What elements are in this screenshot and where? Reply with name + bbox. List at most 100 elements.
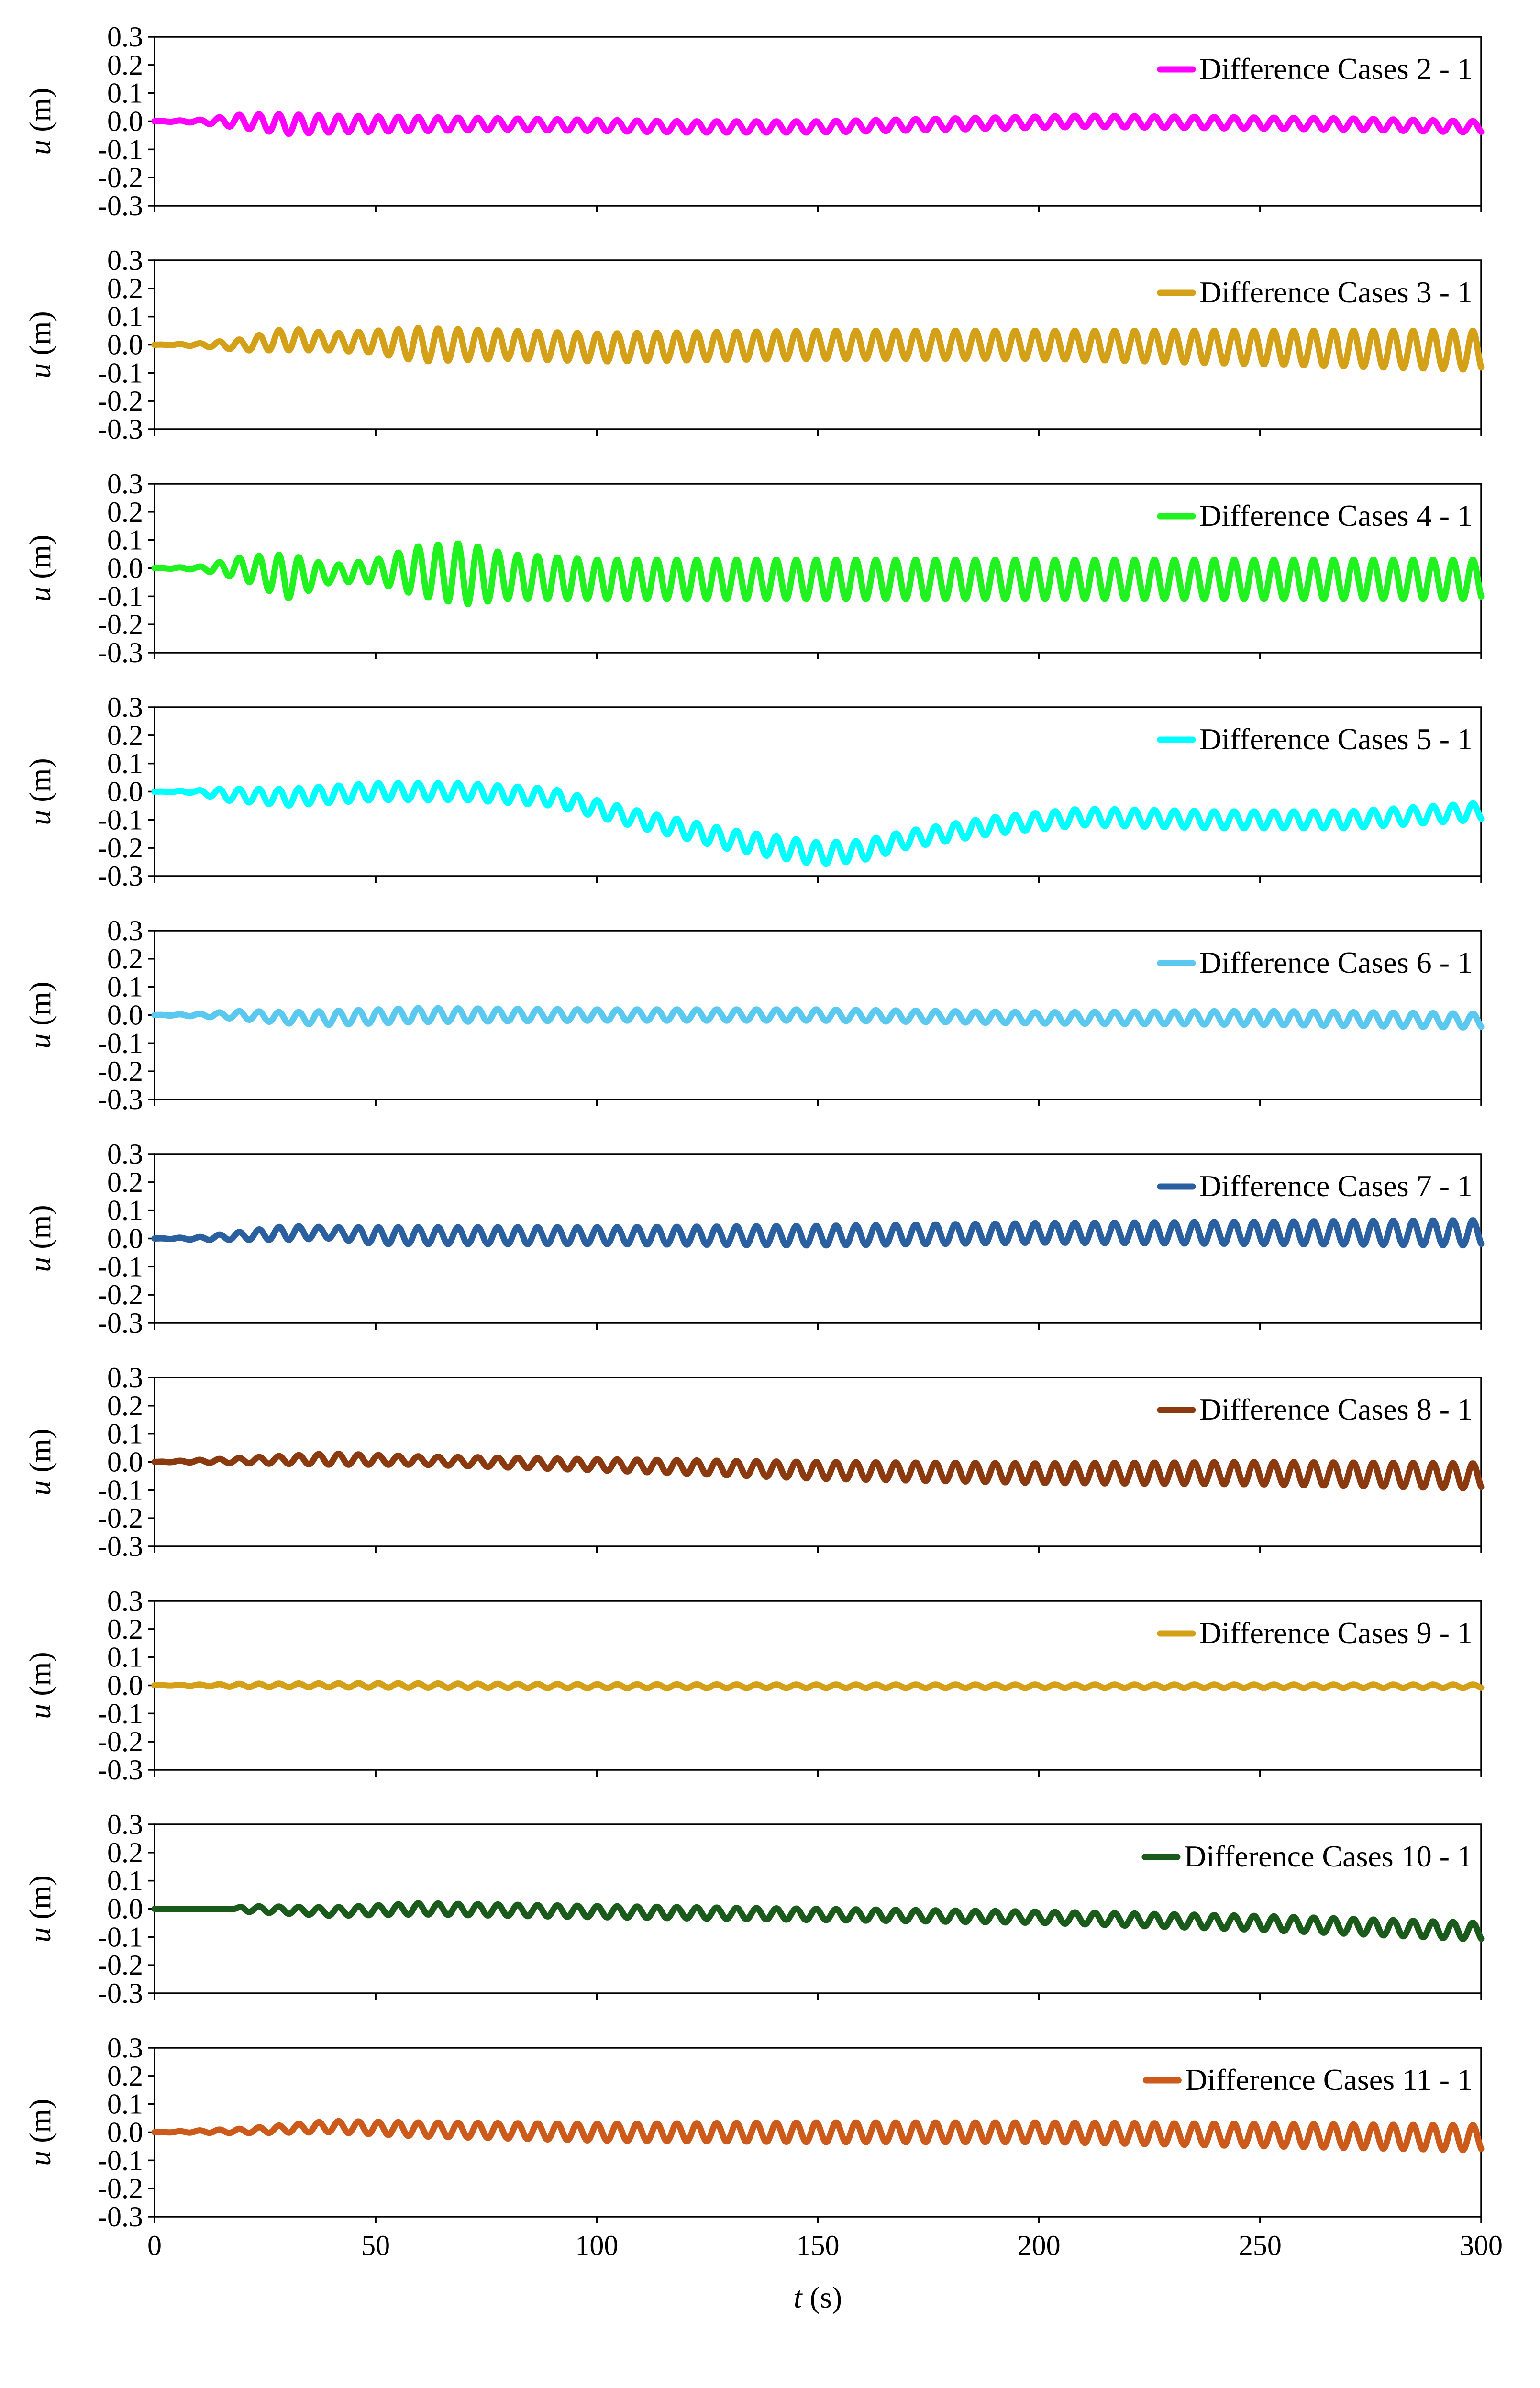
panel-5-y-axis-title: u (m) xyxy=(23,981,57,1048)
panel-7-y-tick-label: -0.1 xyxy=(98,1474,143,1506)
panel-9-legend-label: Difference Cases 10 - 1 xyxy=(1184,1839,1473,1873)
panel-1-series-line xyxy=(151,111,1485,137)
panel-6-y-axis-title: u (m) xyxy=(23,1205,57,1272)
panel-10-y-tick-label: 0.1 xyxy=(107,2088,143,2120)
panel-6-y-tick-label: 0.2 xyxy=(107,1166,143,1198)
panel-2-y-tick-label: -0.1 xyxy=(98,357,143,389)
panel-10-legend-label: Difference Cases 11 - 1 xyxy=(1185,2063,1473,2097)
panel-6-series-line xyxy=(151,1217,1485,1249)
panel-7-y-tick-label: 0.0 xyxy=(107,1446,143,1478)
panel-10-y-tick-label: 0.0 xyxy=(107,2117,143,2148)
panel-10-x-tick-label: 0 xyxy=(147,2230,162,2261)
panel-9-y-tick-label: -0.1 xyxy=(98,1921,143,1953)
panel-2-y-tick-label: 0.1 xyxy=(107,301,143,333)
panel-5-y-tick-label: -0.3 xyxy=(98,1084,143,1115)
panel-6-y-tick-label: 0.1 xyxy=(107,1195,143,1226)
panel-9-series-line xyxy=(151,1900,1485,1942)
panel-8-y-tick-label: 0.3 xyxy=(107,1585,143,1617)
panel-5-y-tick-label: 0.3 xyxy=(107,915,143,946)
panel-1-y-tick-label: 0.2 xyxy=(107,49,143,81)
panel-8-series-line xyxy=(151,1680,1485,1691)
panel-4-y-tick-label: 0.2 xyxy=(107,720,143,751)
panel-9-y-axis-title: u (m) xyxy=(23,1875,57,1942)
panel-9-y-tick-label: 0.0 xyxy=(107,1893,143,1925)
panel-1-y-tick-label: -0.3 xyxy=(98,190,143,222)
panel-5-y-tick-label: 0.0 xyxy=(107,1000,143,1031)
panel-6-y-tick-label: -0.3 xyxy=(98,1307,143,1339)
panel-3-y-tick-label: 0.1 xyxy=(107,524,143,556)
panel-3-y-tick-label: -0.2 xyxy=(98,609,143,640)
panel-5-y-tick-label: 0.1 xyxy=(107,971,143,1003)
panel-7-legend-label: Difference Cases 8 - 1 xyxy=(1199,1392,1473,1426)
panel-10-y-tick-label: -0.1 xyxy=(98,2144,143,2176)
panel-2-y-axis-title: u (m) xyxy=(23,311,57,378)
panel-7-y-tick-label: -0.2 xyxy=(98,1502,143,1534)
panel-7-y-axis-title: u (m) xyxy=(23,1428,57,1495)
panel-6-y-tick-label: 0.0 xyxy=(107,1223,143,1255)
panel-3-y-tick-label: 0.2 xyxy=(107,496,143,528)
panel-4-y-tick-label: 0.1 xyxy=(107,748,143,779)
panel-6-y-tick-label: -0.1 xyxy=(98,1251,143,1282)
panel-2-y-tick-label: -0.2 xyxy=(98,385,143,417)
panel-9-y-tick-label: -0.2 xyxy=(98,1949,143,1981)
panel-1-y-axis-title: u (m) xyxy=(23,88,57,155)
panel-4-legend-label: Difference Cases 5 - 1 xyxy=(1199,722,1473,756)
panel-1-y-tick-label: 0.0 xyxy=(107,106,143,137)
panel-3-y-axis-title: u (m) xyxy=(23,534,57,601)
panel-4-y-tick-label: -0.3 xyxy=(98,860,143,892)
panel-10-x-tick-label: 150 xyxy=(797,2230,840,2261)
panel-6-y-tick-label: 0.3 xyxy=(107,1138,143,1170)
x-axis-title: t (s) xyxy=(794,2280,842,2314)
panel-7-y-tick-label: 0.2 xyxy=(107,1390,143,1422)
panel-3-y-tick-label: -0.3 xyxy=(98,637,143,668)
panel-1-y-tick-label: -0.1 xyxy=(98,133,143,165)
panel-3-legend-label: Difference Cases 4 - 1 xyxy=(1199,499,1473,533)
panel-8-y-tick-label: 0.1 xyxy=(107,1642,143,1673)
panel-4-series-line xyxy=(151,780,1485,867)
panel-10-x-tick-label: 250 xyxy=(1239,2230,1282,2261)
panel-10-y-tick-label: 0.2 xyxy=(107,2060,143,2092)
panel-7-y-tick-label: 0.3 xyxy=(107,1362,143,1393)
panel-2-series-line xyxy=(151,325,1485,373)
panel-3-series-line xyxy=(151,540,1485,607)
panel-4-y-axis-title: u (m) xyxy=(23,758,57,825)
panel-4-y-tick-label: 0.3 xyxy=(107,691,143,723)
panel-2-y-tick-label: 0.3 xyxy=(107,244,143,276)
panel-8-y-tick-label: 0.0 xyxy=(107,1670,143,1701)
panel-8-y-tick-label: -0.2 xyxy=(98,1726,143,1757)
panel-1-y-tick-label: -0.2 xyxy=(98,162,143,193)
panel-10-y-tick-label: -0.3 xyxy=(98,2201,143,2233)
panel-1-y-tick-label: 0.3 xyxy=(107,21,143,53)
panel-7-y-tick-label: 0.1 xyxy=(107,1418,143,1450)
panel-9-y-tick-label: -0.3 xyxy=(98,1977,143,2009)
panel-3-y-tick-label: 0.0 xyxy=(107,553,143,584)
panel-9-y-tick-label: 0.1 xyxy=(107,1865,143,1897)
panel-2-legend-label: Difference Cases 3 - 1 xyxy=(1199,275,1473,309)
panel-2-y-tick-label: 0.2 xyxy=(107,273,143,304)
panel-10-series-line xyxy=(151,2118,1485,2154)
panel-9-y-tick-label: 0.3 xyxy=(107,1809,143,1840)
panel-6-y-tick-label: -0.2 xyxy=(98,1279,143,1311)
panel-1-legend-label: Difference Cases 2 - 1 xyxy=(1199,52,1473,86)
panel-9-y-tick-label: 0.2 xyxy=(107,1837,143,1868)
panel-10-x-tick-label: 100 xyxy=(575,2230,618,2261)
panel-6-legend-label: Difference Cases 7 - 1 xyxy=(1199,1169,1473,1203)
panel-5-y-tick-label: 0.2 xyxy=(107,943,143,975)
panel-8-y-axis-title: u (m) xyxy=(23,1652,57,1719)
panel-2-y-tick-label: -0.3 xyxy=(98,413,143,445)
panel-5-legend-label: Difference Cases 6 - 1 xyxy=(1199,945,1473,979)
panel-10-x-tick-label: 200 xyxy=(1018,2230,1061,2261)
panel-3-y-tick-label: 0.3 xyxy=(107,468,143,500)
panel-5-series-line xyxy=(151,1005,1485,1031)
panel-8-legend-label: Difference Cases 9 - 1 xyxy=(1199,1616,1473,1650)
panel-10-y-tick-label: 0.3 xyxy=(107,2032,143,2064)
panel-3-y-tick-label: -0.1 xyxy=(98,580,143,612)
panel-10-x-tick-label: 300 xyxy=(1460,2230,1503,2261)
panel-4-y-tick-label: -0.1 xyxy=(98,804,143,835)
panel-4-y-tick-label: 0.0 xyxy=(107,776,143,808)
panel-7-y-tick-label: -0.3 xyxy=(98,1531,143,1562)
panel-10-y-tick-label: -0.2 xyxy=(98,2173,143,2204)
panel-4-y-tick-label: -0.2 xyxy=(98,832,143,864)
panel-10-x-tick-label: 50 xyxy=(361,2230,390,2261)
